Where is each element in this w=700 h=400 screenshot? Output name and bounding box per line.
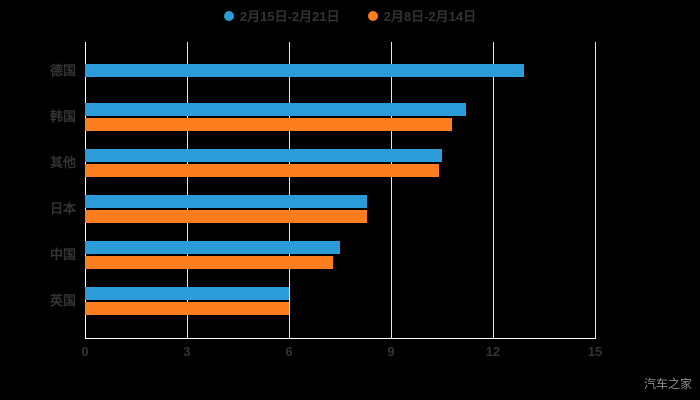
legend-label: 2月15日-2月21日 (239, 9, 340, 24)
bar-series2 (85, 210, 368, 223)
x-tick-label: 0 (81, 344, 89, 359)
x-tick-label: 12 (485, 344, 501, 359)
category-label: 其他 (49, 155, 76, 170)
x-tick-label: 15 (587, 344, 603, 359)
category-label: 德国 (49, 63, 76, 78)
bar-series2 (85, 302, 289, 315)
category-label: 英国 (49, 293, 76, 308)
legend-item[interactable]: 2月8日-2月14日 (367, 6, 477, 25)
gridline (595, 42, 596, 338)
bar-series1 (85, 103, 466, 116)
bar-series1 (85, 64, 524, 77)
category-label: 中国 (49, 247, 76, 262)
gridline (289, 42, 290, 338)
x-tick-label: 6 (285, 344, 293, 359)
legend-dot-icon (367, 10, 378, 21)
bar-series2 (85, 256, 334, 269)
bar-series2 (85, 164, 439, 177)
plot-area (85, 42, 596, 339)
bar-series1 (85, 149, 442, 162)
bar-series1 (85, 287, 289, 300)
legend-item[interactable]: 2月15日-2月21日 (223, 6, 340, 25)
category-label: 韩国 (49, 109, 76, 124)
category-label: 日本 (49, 201, 76, 216)
legend-dot-icon (223, 10, 234, 21)
x-tick-label: 3 (183, 344, 191, 359)
x-tick-label: 9 (387, 344, 395, 359)
gridline (391, 42, 392, 338)
bar-series2 (85, 118, 453, 131)
watermark: 汽车之家 (643, 377, 692, 391)
gridline (187, 42, 188, 338)
gridline (493, 42, 494, 338)
bar-series1 (85, 241, 340, 254)
legend-label: 2月8日-2月14日 (383, 9, 477, 24)
legend: 2月15日-2月21日 2月8日-2月14日 (0, 6, 700, 25)
bar-series1 (85, 195, 368, 208)
